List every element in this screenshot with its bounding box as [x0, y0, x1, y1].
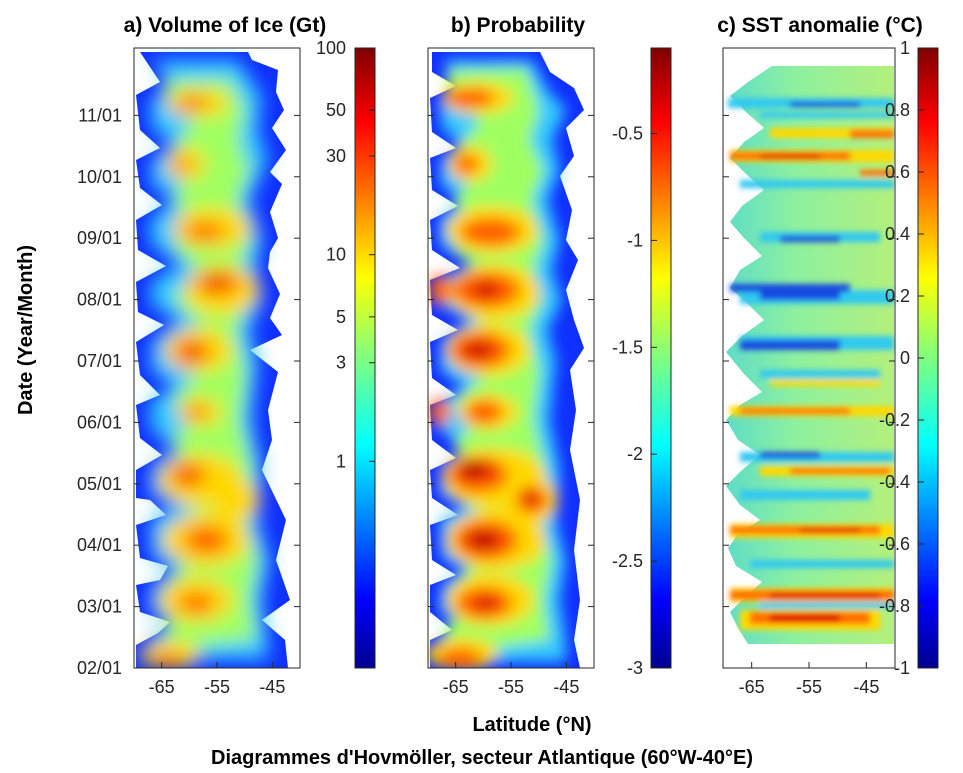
colorbar-c-tick-label: 0: [900, 348, 910, 368]
x-tick-label: -65: [149, 677, 175, 697]
colorbar-c-tick-label: 1: [900, 38, 910, 58]
panel-b-title: b) Probability: [451, 14, 585, 37]
panel-c-heatmap: [726, 66, 894, 644]
y-tick-label: 10/01: [77, 167, 122, 187]
panel-a-title: a) Volume of Ice (Gt): [124, 14, 327, 37]
y-tick-label: 06/01: [77, 412, 122, 432]
colorbar-c-tick-label: -1: [894, 658, 910, 678]
colorbar-c-tick-label: 0.2: [885, 286, 910, 306]
colorbar-c-tick-label: 0.8: [885, 100, 910, 120]
y-tick-label: 08/01: [77, 290, 122, 310]
panel-a-heatmap: [136, 52, 290, 668]
colorbar-a-tick-label: 3: [336, 353, 346, 373]
colorbar-c-tick-label: 0.6: [885, 162, 910, 182]
x-tick-label: -45: [259, 677, 285, 697]
colorbar-a: [354, 47, 376, 669]
y-tick-label: 03/01: [77, 597, 122, 617]
colorbar-c-tick-label: -0.8: [879, 596, 910, 616]
x-tick-label: -65: [739, 677, 765, 697]
colorbar-b-tick-label: -1.5: [612, 337, 643, 357]
y-tick-label: 09/01: [77, 228, 122, 248]
y-tick-label: 07/01: [77, 351, 122, 371]
colorbar-c-tick-label: -0.4: [879, 472, 910, 492]
colorbar-b-tick-label: -2: [627, 444, 643, 464]
colorbar-c-tick-label: -0.6: [879, 534, 910, 554]
figure-caption: Diagrammes d'Hovmöller, secteur Atlantiq…: [211, 747, 753, 769]
x-tick-label: -65: [443, 677, 469, 697]
x-tick-label: -45: [853, 677, 879, 697]
colorbar-b: [650, 47, 672, 669]
colorbar-a-tick-label: 100: [316, 38, 346, 58]
panel-c-title: c) SST anomalie (°C): [717, 14, 923, 37]
panel-b-heatmap: [428, 52, 584, 668]
colorbar-b-tick-label: -0.5: [612, 124, 643, 144]
colorbar-c-tick-label: -0.2: [879, 410, 910, 430]
colorbar-b-tick-label: -1: [627, 230, 643, 250]
y-tick-label: 11/01: [78, 105, 122, 125]
y-axis-label: Date (Year/Month): [15, 245, 37, 415]
y-tick-label: 02/01: [77, 658, 122, 678]
colorbar-a-tick-label: 50: [326, 100, 346, 120]
x-tick-label: -55: [498, 677, 524, 697]
y-tick-label: 04/01: [77, 535, 122, 555]
colorbar-a-tick-label: 30: [326, 146, 346, 166]
colorbar-b-tick-label: -3: [627, 658, 643, 678]
colorbar-c-tick-label: 0.4: [885, 224, 910, 244]
y-tick-label: 05/01: [77, 474, 122, 494]
colorbar-b-tick-label: -2.5: [612, 551, 643, 571]
colorbar-a-tick-label: 10: [326, 245, 346, 265]
x-axis-label: Latitude (°N): [472, 714, 591, 736]
colorbar-a-tick-label: 5: [336, 307, 346, 327]
colorbar-a-tick-label: 1: [336, 451, 346, 471]
x-tick-label: -55: [204, 677, 230, 697]
x-tick-label: -55: [796, 677, 822, 697]
x-tick-label: -45: [553, 677, 579, 697]
